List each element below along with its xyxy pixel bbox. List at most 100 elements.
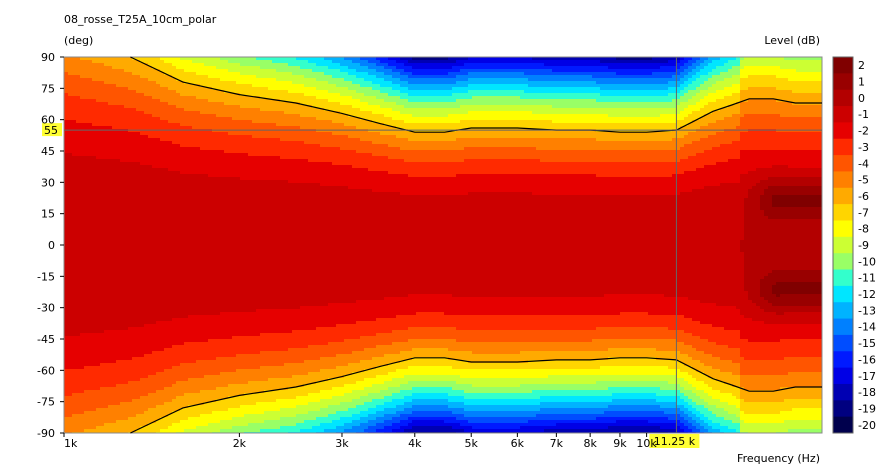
heatmap-cell bbox=[100, 345, 105, 349]
heatmap-cell bbox=[96, 111, 101, 115]
heatmap-cell bbox=[216, 99, 221, 103]
heatmap-cell bbox=[96, 270, 101, 274]
heatmap-cell bbox=[140, 105, 145, 109]
heatmap-cell bbox=[128, 354, 133, 358]
heatmap-cell bbox=[108, 279, 113, 283]
heatmap-cell bbox=[164, 117, 169, 121]
heatmap-cell bbox=[164, 318, 169, 322]
heatmap-cell bbox=[72, 405, 77, 409]
heatmap-cell bbox=[132, 375, 137, 379]
heatmap-cell bbox=[184, 219, 189, 223]
heatmap-cell bbox=[72, 66, 77, 70]
heatmap-cell bbox=[192, 243, 197, 247]
heatmap-cell bbox=[84, 402, 89, 406]
heatmap-cell bbox=[88, 171, 93, 175]
heatmap-cell bbox=[116, 390, 121, 394]
heatmap-cell bbox=[152, 279, 157, 283]
heatmap-cell bbox=[100, 426, 105, 430]
heatmap-cell bbox=[152, 234, 157, 238]
heatmap-cell bbox=[100, 84, 105, 88]
heatmap-cell bbox=[72, 306, 77, 310]
heatmap-cell bbox=[156, 411, 161, 415]
heatmap-cell bbox=[192, 288, 197, 292]
heatmap-cell bbox=[220, 279, 225, 283]
heatmap-cell bbox=[216, 102, 221, 106]
heatmap-cell bbox=[180, 381, 185, 385]
heatmap-cell bbox=[80, 294, 85, 298]
heatmap-cell bbox=[172, 321, 177, 325]
heatmap-cell bbox=[72, 69, 77, 73]
heatmap-cell bbox=[92, 267, 97, 271]
heatmap-cell bbox=[88, 288, 93, 292]
heatmap-cell bbox=[124, 123, 129, 127]
heatmap-cell bbox=[136, 237, 141, 241]
heatmap-cell bbox=[188, 276, 193, 280]
heatmap-cell bbox=[212, 207, 217, 211]
heatmap-cell bbox=[172, 258, 177, 262]
heatmap-cell bbox=[156, 279, 161, 283]
heatmap-cell bbox=[192, 375, 197, 379]
heatmap-cell bbox=[80, 279, 85, 283]
heatmap-cell bbox=[100, 378, 105, 382]
heatmap-cell bbox=[64, 165, 69, 169]
heatmap-cell bbox=[92, 417, 97, 421]
heatmap-cell bbox=[132, 213, 137, 217]
heatmap-cell bbox=[84, 90, 89, 94]
heatmap-cell bbox=[92, 291, 97, 295]
heatmap-cell bbox=[152, 339, 157, 343]
heatmap-cell bbox=[76, 393, 81, 397]
heatmap-cell bbox=[124, 243, 129, 247]
heatmap-cell bbox=[212, 141, 217, 145]
heatmap-cell bbox=[64, 237, 69, 241]
heatmap-cell bbox=[72, 417, 77, 421]
heatmap-cell bbox=[76, 120, 81, 124]
heatmap-cell bbox=[140, 336, 145, 340]
heatmap-cell bbox=[72, 273, 77, 277]
heatmap-cell bbox=[92, 237, 97, 241]
heatmap-cell bbox=[96, 147, 101, 151]
heatmap-cell bbox=[100, 225, 105, 229]
heatmap-cell bbox=[128, 63, 133, 67]
heatmap-cell bbox=[216, 231, 221, 235]
heatmap-cell bbox=[104, 294, 109, 298]
heatmap-cell bbox=[64, 132, 69, 136]
heatmap-cell bbox=[64, 360, 69, 364]
heatmap-cell bbox=[136, 375, 141, 379]
heatmap-cell bbox=[160, 105, 165, 109]
heatmap-cell bbox=[88, 120, 93, 124]
heatmap-cell bbox=[80, 72, 85, 76]
heatmap-cell bbox=[104, 264, 109, 268]
heatmap-cell bbox=[72, 246, 77, 250]
heatmap-cell bbox=[188, 222, 193, 226]
heatmap-cell bbox=[208, 348, 213, 352]
heatmap-cell bbox=[164, 336, 169, 340]
heatmap-cell bbox=[64, 402, 69, 406]
heatmap-cell bbox=[200, 162, 205, 166]
heatmap-cell bbox=[176, 87, 181, 91]
heatmap-cell bbox=[136, 252, 141, 256]
heatmap-cell bbox=[120, 372, 125, 376]
heatmap-cell bbox=[124, 177, 129, 181]
heatmap-cell bbox=[176, 63, 181, 67]
heatmap-cell bbox=[132, 159, 137, 163]
heatmap-cell bbox=[72, 84, 77, 88]
heatmap-cell bbox=[196, 237, 201, 241]
heatmap-cell bbox=[184, 168, 189, 172]
heatmap-cell bbox=[192, 108, 197, 112]
heatmap-cell bbox=[72, 309, 77, 313]
heatmap-cell bbox=[120, 366, 125, 370]
heatmap-cell bbox=[180, 99, 185, 103]
heatmap-cell bbox=[112, 156, 117, 160]
heatmap-cell bbox=[192, 330, 197, 334]
heatmap-cell bbox=[128, 267, 133, 271]
heatmap-cell bbox=[192, 87, 197, 91]
heatmap-cell bbox=[140, 264, 145, 268]
heatmap-cell bbox=[128, 105, 133, 109]
heatmap-cell bbox=[148, 348, 153, 352]
heatmap-cell bbox=[148, 123, 153, 127]
heatmap-cell bbox=[116, 423, 121, 427]
heatmap-cell bbox=[156, 264, 161, 268]
heatmap-cell bbox=[168, 366, 173, 370]
heatmap-cell bbox=[116, 246, 121, 250]
heatmap-cell bbox=[152, 237, 157, 241]
